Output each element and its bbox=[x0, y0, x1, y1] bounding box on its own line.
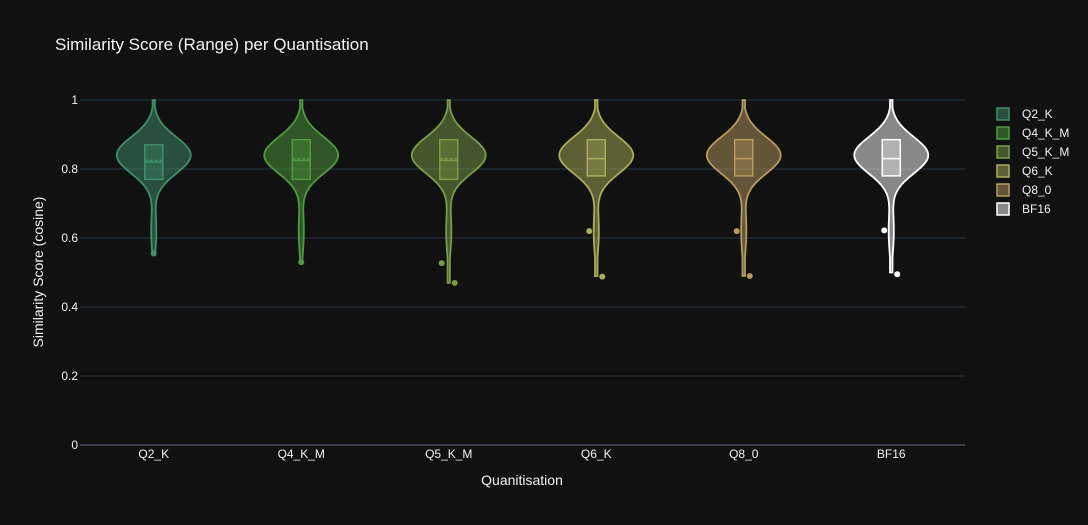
y-tick-label: 0 bbox=[71, 438, 78, 452]
legend-label: BF16 bbox=[1022, 202, 1051, 216]
outlier-point bbox=[150, 250, 157, 257]
violin-body bbox=[705, 99, 782, 277]
violin-q6-k bbox=[558, 99, 635, 280]
legend-swatch bbox=[996, 126, 1010, 140]
y-tick-label: 0.8 bbox=[61, 162, 78, 176]
violin-bf16 bbox=[853, 99, 930, 278]
y-tick-label: 1 bbox=[71, 93, 78, 107]
violin-q8-0 bbox=[705, 99, 782, 279]
box bbox=[734, 138, 754, 177]
legend-swatch bbox=[996, 164, 1010, 178]
legend-swatch bbox=[996, 183, 1010, 197]
x-tick-label: BF16 bbox=[877, 447, 906, 461]
legend-swatch bbox=[996, 202, 1010, 216]
violins-group bbox=[115, 99, 930, 286]
legend-swatch bbox=[996, 107, 1010, 121]
outlier-point bbox=[298, 259, 305, 266]
violin-body bbox=[263, 99, 340, 263]
x-tick-label: Q6_K bbox=[581, 447, 612, 461]
violin-q5-k-m bbox=[410, 99, 487, 286]
outlier-point bbox=[586, 228, 593, 235]
violin-q4-k-m bbox=[263, 99, 340, 266]
x-axis-title: Quanitisation bbox=[481, 472, 563, 488]
x-tick-label: Q4_K_M bbox=[278, 447, 325, 461]
chart-title: Similarity Score (Range) per Quantisatio… bbox=[55, 35, 369, 54]
violin-body bbox=[853, 99, 930, 274]
y-tick-label: 0.4 bbox=[61, 300, 78, 314]
y-tick-label: 0.2 bbox=[61, 369, 78, 383]
outlier-point bbox=[894, 271, 901, 278]
x-tick-labels: Q2_K Q4_K_M Q5_K_M Q6_K Q8_0 BF16 bbox=[138, 447, 906, 461]
x-tick-label: Q2_K bbox=[138, 447, 169, 461]
legend: Q2_K Q4_K_M Q5_K_M Q6_K Q8_0 BF16 bbox=[996, 107, 1069, 216]
outlier-point bbox=[733, 228, 740, 235]
legend-swatch bbox=[996, 145, 1010, 159]
violin-body bbox=[115, 99, 192, 253]
x-tick-label: Q5_K_M bbox=[425, 447, 472, 461]
box bbox=[881, 138, 901, 177]
outlier-point bbox=[881, 227, 888, 234]
outlier-point bbox=[451, 279, 458, 286]
box bbox=[291, 138, 311, 181]
violin-q2-k bbox=[115, 99, 192, 257]
legend-label: Q6_K bbox=[1022, 164, 1053, 178]
y-axis-title: Similarity Score (cosine) bbox=[30, 197, 46, 348]
outlier-point bbox=[746, 272, 753, 279]
legend-label: Q2_K bbox=[1022, 107, 1053, 121]
y-tick-labels: 0 0.2 0.4 0.6 0.8 1 bbox=[61, 93, 78, 452]
legend-label: Q5_K_M bbox=[1022, 145, 1069, 159]
outlier-point bbox=[599, 273, 606, 280]
legend-label: Q8_0 bbox=[1022, 183, 1052, 197]
y-tick-label: 0.6 bbox=[61, 231, 78, 245]
box bbox=[439, 138, 459, 181]
outlier-point bbox=[438, 260, 445, 267]
x-tick-label: Q8_0 bbox=[729, 447, 759, 461]
box bbox=[586, 138, 606, 177]
legend-label: Q4_K_M bbox=[1022, 126, 1069, 140]
grid-lines bbox=[80, 99, 965, 446]
violin-body bbox=[558, 99, 635, 277]
violin-body bbox=[410, 99, 487, 284]
